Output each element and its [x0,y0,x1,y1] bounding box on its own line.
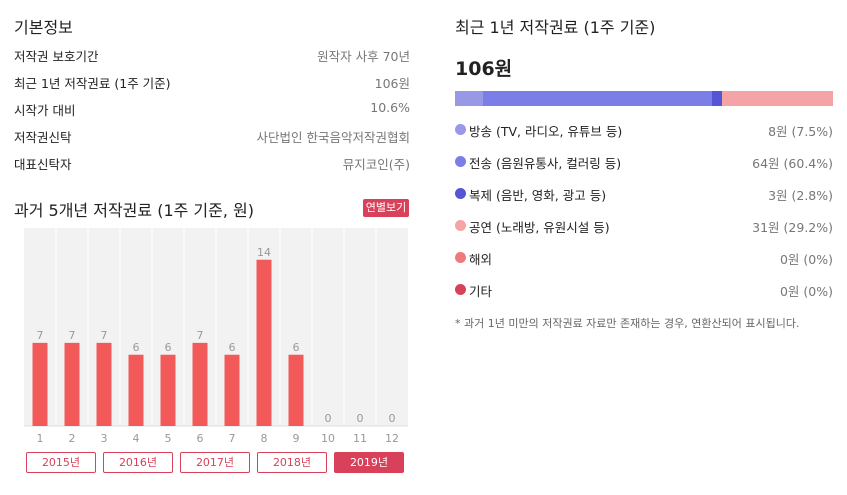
legend-dot [455,252,466,263]
x-tick-label: 2 [69,432,76,445]
annualized-note: * 과거 1년 미만의 저작권료 자료만 존재하는 경우, 연환산되어 표시됩니… [455,317,800,330]
year-button-2017[interactable]: 2017년 [180,452,250,473]
info-row-recent-royalty: 최근 1년 저작권료 (1주 기준) 106원 [14,73,410,93]
legend-label: 복제 (음반, 영화, 광고 등) [469,188,607,203]
bar-month-2[interactable] [64,342,80,426]
legend-transmission: 전송 (음원유통사, 컬러링 등) 64원 (60.4%) [455,153,833,173]
x-tick-label: 4 [133,432,140,445]
legend-dot [455,124,466,135]
info-label: 저작권 보호기간 [14,49,99,64]
recent-title: 최근 1년 저작권료 (1주 기준) [455,18,656,37]
basic-info-title: 기본정보 [14,18,73,37]
x-tick-label: 10 [321,432,335,445]
legend-label: 기타 [469,284,493,299]
bar-month-8[interactable] [256,259,272,426]
bar-month-4[interactable] [128,354,144,426]
stack-segment [483,91,712,106]
year-button-2016[interactable]: 2016년 [103,452,173,473]
info-value: 뮤지코인(주) [342,157,410,172]
legend-performance: 공연 (노래방, 유원시설 등) 31원 (29.2%) [455,217,833,237]
stack-segment [711,91,723,106]
year-button-2015[interactable]: 2015년 [26,452,96,473]
legend-value: 8원 (7.5%) [768,124,833,139]
info-row-vs-start: 시작가 대비 10.6% [14,100,410,120]
annual-view-button[interactable]: 연별보기 [363,199,409,217]
bar-value-label: 6 [133,341,140,354]
info-value: 106원 [374,76,410,91]
x-tick-label: 9 [293,432,300,445]
bar-month-9[interactable] [288,354,304,426]
bar-month-1[interactable] [32,342,48,426]
x-tick-label: 12 [385,432,399,445]
legend-value: 0원 (0%) [779,252,833,267]
royalty-stacked-bar [455,91,833,106]
year-button-2019[interactable]: 2019년 [334,452,404,473]
legend-other: 기타 0원 (0%) [455,281,833,301]
bar-value-label: 7 [101,329,108,342]
info-label: 저작권신탁 [14,130,72,145]
bar-value-label: 6 [165,341,172,354]
year-button-2018[interactable]: 2018년 [257,452,327,473]
legend-value: 31원 (29.2%) [752,220,833,235]
legend-dot [455,284,466,295]
info-row-trust: 저작권신탁 사단법인 한국음악저작권협회 [14,127,410,147]
year-selector: 2015년 2016년 2017년 2018년 2019년 [26,452,410,474]
info-value: 원작자 사후 70년 [317,49,410,64]
x-tick-label: 5 [165,432,172,445]
bar-month-6[interactable] [192,342,208,426]
monthly-bar-chart: 7 1 7 2 7 3 6 4 6 5 7 6 6 7 14 8 6 9 0 10 0 11 0 12 [24,228,408,445]
legend-label: 방송 (TV, 라디오, 유튜브 등) [469,124,623,139]
legend-dot [455,220,466,231]
x-tick-label: 3 [101,432,108,445]
info-value: 10.6% [370,100,410,115]
bar-value-label: 7 [69,329,76,342]
info-label: 최근 1년 저작권료 (1주 기준) [14,76,171,91]
legend-label: 공연 (노래방, 유원시설 등) [469,220,610,235]
legend-value: 0원 (0%) [779,284,833,299]
legend-dot [455,156,466,167]
legend-dot [455,188,466,199]
x-tick-label: 6 [197,432,204,445]
legend-label: 전송 (음원유통사, 컬러링 등) [469,156,622,171]
stack-segment [455,91,484,106]
bar-value-label: 6 [293,341,300,354]
x-tick-label: 1 [37,432,44,445]
bar-value-label: 7 [37,329,44,342]
x-tick-label: 7 [229,432,236,445]
info-row-trustee: 대표신탁자 뮤지코인(주) [14,154,410,174]
info-row-protection: 저작권 보호기간 원작자 사후 70년 [14,46,410,66]
stack-segment [722,91,833,106]
bar-value-label: 0 [325,412,332,425]
info-label: 시작가 대비 [14,103,76,118]
info-value: 사단법인 한국음악저작권협회 [256,130,410,145]
bar-month-7[interactable] [224,354,240,426]
bar-value-label: 6 [229,341,236,354]
legend-broadcast: 방송 (TV, 라디오, 유튜브 등) 8원 (7.5%) [455,121,833,141]
bar-month-3[interactable] [96,342,112,426]
legend-label: 해외 [469,252,493,267]
bar-value-label: 14 [257,246,271,259]
bar-value-label: 0 [389,412,396,425]
x-tick-label: 11 [353,432,367,445]
monthly-royalty-chart: 7 1 7 2 7 3 6 4 6 5 7 6 6 7 14 8 6 9 0 10 0 11 0 12 [24,228,408,446]
legend-value: 3원 (2.8%) [768,188,833,203]
bar-value-label: 7 [197,329,204,342]
total-royalty: 106원 [455,58,513,80]
history-title: 과거 5개년 저작권료 (1주 기준, 원) [14,201,254,220]
info-label: 대표신탁자 [14,157,72,172]
legend-reproduction: 복제 (음반, 영화, 광고 등) 3원 (2.8%) [455,185,833,205]
bar-month-5[interactable] [160,354,176,426]
legend-value: 64원 (60.4%) [752,156,833,171]
x-tick-label: 8 [261,432,268,445]
legend-overseas: 해외 0원 (0%) [455,249,833,269]
bar-value-label: 0 [357,412,364,425]
